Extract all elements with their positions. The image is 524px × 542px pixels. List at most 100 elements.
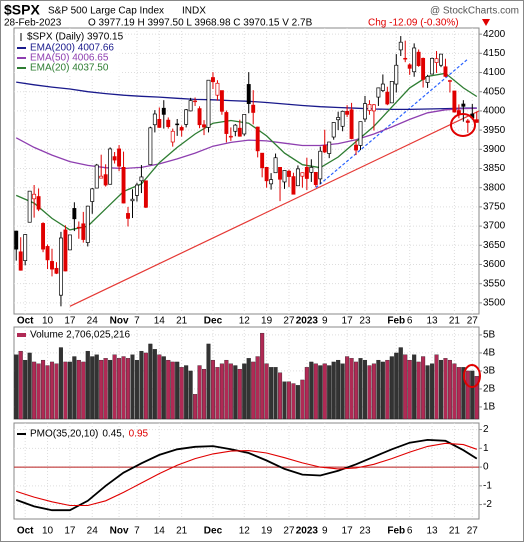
- volume-bar: [327, 365, 332, 420]
- x-tick-label: 6: [407, 316, 413, 327]
- x-tick-label: 21: [449, 526, 461, 537]
- volume-bar: [447, 359, 452, 420]
- candle-body: [287, 170, 291, 177]
- candle-body: [161, 107, 166, 115]
- volume-bar: [300, 379, 305, 420]
- candle-body: [36, 196, 41, 210]
- y-tick-label: 3650: [483, 240, 506, 251]
- volume-bar: [18, 350, 23, 420]
- legend-label: $SPX (Daily) 3970.15: [27, 32, 124, 43]
- candle-body: [152, 113, 157, 126]
- volume-bar: [166, 359, 171, 420]
- candle-body: [41, 223, 46, 250]
- y-tick-label: 2B: [483, 384, 496, 395]
- volume-bar: [412, 354, 417, 420]
- candle-body: [264, 167, 269, 182]
- volume-bar: [434, 354, 439, 420]
- volume-bar: [32, 361, 37, 420]
- symbol: $SPX: [4, 2, 40, 18]
- volume-bar: [416, 361, 421, 420]
- volume-bar: [45, 365, 50, 420]
- volume-bar: [340, 363, 345, 420]
- candle-body: [358, 121, 363, 146]
- y-tick-label: 3750: [483, 202, 506, 213]
- x-tick-label: Nov: [110, 316, 129, 327]
- volume-bar: [242, 363, 247, 420]
- x-tick-label: Feb: [387, 316, 405, 327]
- candle-body: [166, 119, 171, 128]
- x-tick-label: 2023: [296, 316, 319, 327]
- legend-label: Volume 2,706,025,216: [30, 330, 131, 341]
- candle-body: [126, 213, 130, 219]
- price-panel: [13, 27, 480, 315]
- candle-body: [331, 122, 336, 138]
- y-tick-label: 3950: [483, 125, 506, 136]
- y-tick-label: 4050: [483, 86, 506, 97]
- x-tick-label: 21: [176, 526, 188, 537]
- volume-bar: [322, 363, 327, 420]
- x-tick-label: Dec: [204, 316, 223, 327]
- candle-body: [327, 141, 332, 154]
- x-tick-label: 17: [342, 316, 354, 327]
- x-tick-label: Oct: [17, 526, 34, 537]
- volume-bar: [278, 372, 283, 420]
- candle-body: [206, 79, 211, 128]
- y-tick-label: 0: [483, 462, 489, 473]
- highlight-circle: [463, 364, 481, 388]
- volume-bar: [389, 356, 394, 420]
- candle-body: [139, 176, 144, 182]
- candle-body: [322, 145, 327, 153]
- volume-bar: [385, 359, 390, 420]
- volume-bar: [54, 363, 59, 420]
- volume-bar: [354, 361, 359, 420]
- volume-bar: [228, 363, 233, 420]
- y-tick-label: 4B: [483, 348, 496, 359]
- volume-bar: [398, 347, 403, 420]
- y-tick-label: 3800: [483, 182, 506, 193]
- candle-body: [99, 175, 104, 179]
- volume-bar: [430, 363, 435, 420]
- highlight-circle: [450, 113, 476, 137]
- candle-body: [50, 261, 54, 270]
- x-tick-label: 27: [283, 316, 295, 327]
- volume-bar: [376, 359, 381, 420]
- y-tick-label: 3500: [483, 298, 506, 309]
- x-tick-label: 17: [64, 316, 76, 327]
- x-tick-label: 12: [239, 316, 251, 327]
- volume-bar: [23, 359, 28, 420]
- x-tick-label: 23: [359, 526, 371, 537]
- y-tick-label: 3B: [483, 366, 496, 377]
- candle-body: [269, 179, 274, 185]
- y-tick-label: 3850: [483, 163, 506, 174]
- candle-body: [403, 57, 408, 60]
- candle-body: [345, 110, 350, 115]
- y-tick-label: -2: [483, 499, 492, 510]
- volume-bar: [152, 349, 157, 420]
- candle-body: [398, 41, 403, 51]
- candle-body: [465, 120, 470, 123]
- candle-body: [304, 167, 309, 179]
- x-tick-label: 2023: [296, 526, 319, 537]
- candle-body: [407, 64, 412, 69]
- volume-bar: [273, 367, 278, 420]
- candle-body: [367, 104, 372, 111]
- y-tick-label: 3900: [483, 144, 506, 155]
- candle-body: [336, 117, 341, 121]
- candle-body: [461, 103, 466, 107]
- legend-value: 0.45,: [102, 429, 124, 440]
- candle-body: [117, 148, 122, 167]
- volume-bar: [246, 358, 251, 420]
- legend-label: EMA(50) 4006.65: [30, 53, 109, 64]
- candle-body: [251, 104, 256, 113]
- volume-bar: [237, 368, 242, 420]
- volume-bar: [85, 350, 90, 420]
- x-tick-label: 21: [176, 316, 188, 327]
- down-triangle: [482, 19, 490, 26]
- volume-bar: [206, 343, 211, 420]
- volume-bar: [49, 361, 55, 420]
- volume-bar: [358, 358, 363, 420]
- legend-label: EMA(200) 4007.66: [30, 43, 114, 54]
- volume-bar: [121, 356, 126, 420]
- x-tick-label: 23: [359, 316, 371, 327]
- volume-bar: [304, 367, 309, 420]
